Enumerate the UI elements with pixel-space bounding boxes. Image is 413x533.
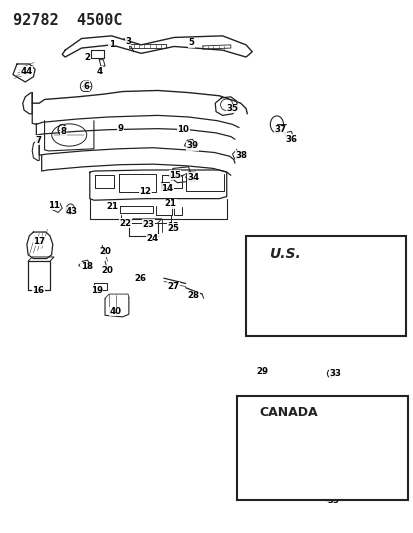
Text: 24: 24 <box>146 235 159 244</box>
Text: 19: 19 <box>90 286 102 295</box>
Text: 11: 11 <box>48 201 60 210</box>
Text: 20: 20 <box>101 266 113 274</box>
Text: 21: 21 <box>164 199 176 208</box>
Text: 2: 2 <box>84 53 90 62</box>
Text: 18: 18 <box>81 262 93 271</box>
Text: 31: 31 <box>271 277 283 286</box>
Text: 39: 39 <box>186 141 198 150</box>
Text: 42: 42 <box>259 441 271 450</box>
Text: 37: 37 <box>273 125 285 134</box>
Text: 32: 32 <box>311 311 323 320</box>
Text: 10: 10 <box>177 125 189 134</box>
Text: 12: 12 <box>139 187 151 196</box>
Text: 8: 8 <box>61 127 67 136</box>
Text: 1: 1 <box>108 41 114 50</box>
Text: 23: 23 <box>142 220 154 229</box>
Text: 5: 5 <box>188 38 194 47</box>
Text: 35: 35 <box>226 104 238 113</box>
Text: 30: 30 <box>326 261 337 270</box>
Text: 3: 3 <box>125 37 131 46</box>
Text: 34: 34 <box>188 173 199 182</box>
Text: 29: 29 <box>256 367 268 376</box>
Text: 30: 30 <box>270 417 281 426</box>
Bar <box>245 236 406 336</box>
Text: 28: 28 <box>188 291 199 300</box>
Text: 25: 25 <box>167 224 179 233</box>
Text: 15: 15 <box>169 171 180 180</box>
Text: 27: 27 <box>167 282 179 291</box>
Text: 33: 33 <box>327 496 339 505</box>
Text: 21: 21 <box>106 202 118 211</box>
Text: 14: 14 <box>161 183 173 192</box>
Text: 44: 44 <box>21 67 33 76</box>
Text: 6: 6 <box>84 82 90 91</box>
Text: 26: 26 <box>134 273 146 282</box>
Text: 17: 17 <box>33 237 45 246</box>
Text: 29: 29 <box>257 235 269 244</box>
Text: 32: 32 <box>316 452 328 461</box>
Text: 16: 16 <box>32 286 44 295</box>
Text: 42: 42 <box>261 413 273 422</box>
Text: 13: 13 <box>167 222 179 231</box>
Text: 40: 40 <box>109 307 121 316</box>
Text: 7: 7 <box>35 136 41 145</box>
Text: 36: 36 <box>285 135 297 144</box>
Text: 92782  4500C: 92782 4500C <box>13 13 122 28</box>
Text: 38: 38 <box>235 151 247 160</box>
Text: 42: 42 <box>342 456 354 465</box>
Text: 41: 41 <box>349 424 361 433</box>
Text: 9: 9 <box>117 124 123 133</box>
Text: 22: 22 <box>119 219 131 228</box>
Text: 43: 43 <box>66 207 78 216</box>
Text: CANADA: CANADA <box>259 406 317 419</box>
Bar <box>236 397 407 500</box>
Text: 33: 33 <box>328 369 340 378</box>
Text: U.S.: U.S. <box>268 247 300 261</box>
Text: 4: 4 <box>96 67 102 76</box>
Text: 20: 20 <box>99 247 111 256</box>
